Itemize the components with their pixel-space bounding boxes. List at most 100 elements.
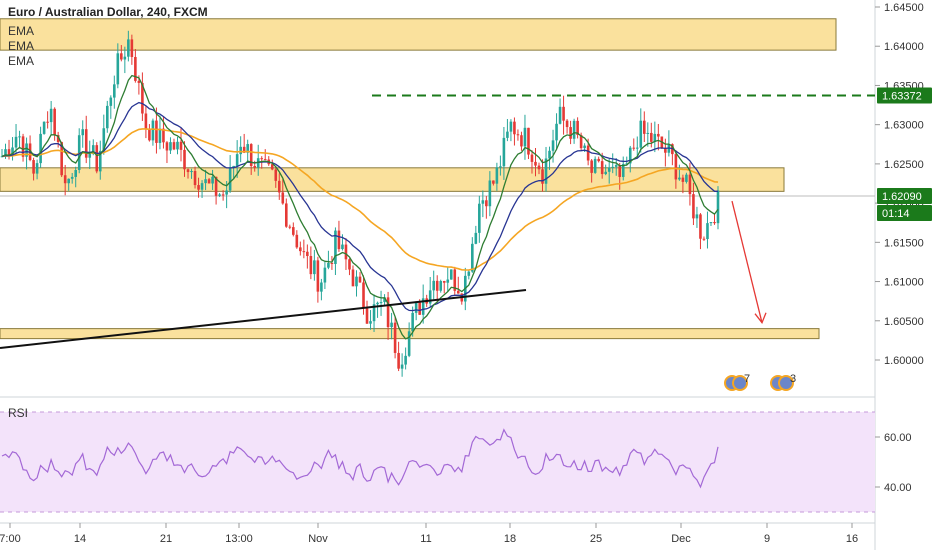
candle-body xyxy=(162,128,165,143)
candle-body xyxy=(383,297,386,303)
ema-legend-2[interactable]: EMA xyxy=(8,39,35,53)
candle-body xyxy=(309,256,313,275)
candle-body xyxy=(513,121,516,135)
candle-body xyxy=(664,147,667,153)
ema-legend-1[interactable]: EMA xyxy=(8,24,35,38)
candle-body xyxy=(225,190,228,195)
ema-long-line xyxy=(1,128,719,271)
candle-body xyxy=(228,167,232,191)
candle-body xyxy=(562,106,565,121)
candle-body xyxy=(611,166,615,168)
candle-body xyxy=(632,147,636,149)
candle-body xyxy=(688,174,692,195)
candle-body xyxy=(516,134,520,136)
candle-body xyxy=(650,132,653,142)
candle-body xyxy=(211,176,214,184)
candle-body xyxy=(91,145,95,154)
candle-body xyxy=(639,120,643,148)
time-tick-label: Nov xyxy=(308,533,328,545)
candle-body xyxy=(334,230,337,264)
candle-body xyxy=(674,154,678,180)
candle-body xyxy=(137,80,141,83)
ema-slow-line xyxy=(1,101,718,312)
candle-body xyxy=(653,133,657,142)
candle-body xyxy=(246,144,249,153)
candle-body xyxy=(253,166,257,168)
candle-body xyxy=(642,120,646,134)
target-price-badge: 1.63372 xyxy=(882,90,922,102)
candle-body xyxy=(414,302,418,313)
candle-body xyxy=(439,281,443,291)
candle-body xyxy=(520,135,523,147)
supply-demand-zone xyxy=(0,18,837,51)
candle-body xyxy=(21,136,25,157)
candle-body xyxy=(695,214,699,219)
candle-body xyxy=(442,281,446,283)
candle-body xyxy=(488,180,492,207)
candle-body xyxy=(376,302,379,305)
economic-events-icon: 7 xyxy=(724,373,750,391)
candle-body xyxy=(176,141,179,150)
candle-body xyxy=(32,160,35,174)
candle-body xyxy=(372,304,376,322)
candle-body xyxy=(4,149,7,157)
candle-body xyxy=(25,143,28,157)
candle-body xyxy=(365,308,369,324)
candle-body xyxy=(260,158,264,160)
candle-body xyxy=(316,260,320,292)
candle-body xyxy=(284,203,288,227)
rsi-tick-label: 60.00 xyxy=(884,432,912,444)
candle-body xyxy=(344,244,348,260)
candle-body xyxy=(492,180,495,184)
candle-body xyxy=(197,185,200,190)
candle-body xyxy=(193,171,197,186)
candle-body xyxy=(232,165,235,168)
candle-body xyxy=(95,145,99,172)
candle-body xyxy=(646,132,650,134)
candle-body xyxy=(341,244,344,250)
rsi-tick-label: 40.00 xyxy=(884,482,912,494)
candle-body xyxy=(358,276,362,283)
candle-body xyxy=(393,322,397,353)
economic-events-icon: 3 xyxy=(770,373,796,391)
candle-body xyxy=(485,200,488,207)
candle-body xyxy=(530,154,534,162)
price-tick-label: 1.64500 xyxy=(884,2,924,14)
candle-body xyxy=(586,145,590,161)
candle-body xyxy=(239,146,242,155)
candle-body xyxy=(42,121,46,134)
candle-body xyxy=(313,260,316,275)
countdown-badge: 01:14 xyxy=(882,208,910,220)
candle-body xyxy=(56,135,60,143)
time-tick-label: 21 xyxy=(160,533,172,545)
candle-body xyxy=(337,230,341,250)
rsi-legend[interactable]: RSI xyxy=(8,406,29,420)
candle-body xyxy=(120,53,123,60)
candle-body xyxy=(621,164,625,177)
candle-body xyxy=(597,158,600,162)
candle-body xyxy=(713,222,716,224)
price-tick-label: 1.62500 xyxy=(884,159,924,171)
candle-body xyxy=(590,160,593,173)
candle-body xyxy=(407,331,411,356)
candle-body xyxy=(14,136,18,148)
candle-body xyxy=(186,169,190,173)
candle-body xyxy=(607,167,611,172)
ema-legend-3[interactable]: EMA xyxy=(8,54,35,68)
candle-body xyxy=(386,297,390,328)
projection-arrow-head xyxy=(754,312,767,324)
price-tick-label: 1.60000 xyxy=(884,355,924,367)
candle-body xyxy=(327,262,330,268)
candle-body xyxy=(18,136,21,138)
candle-body xyxy=(302,251,306,253)
candle-body xyxy=(70,176,74,179)
candle-body xyxy=(277,180,281,193)
price-tick-label: 1.60500 xyxy=(884,316,924,328)
candle-body xyxy=(706,223,709,240)
candle-body xyxy=(299,247,302,252)
candle-body xyxy=(523,127,527,147)
time-tick-label: 9 xyxy=(764,533,770,545)
price-tick-label: 1.63000 xyxy=(884,120,924,132)
candle-body xyxy=(242,146,246,153)
